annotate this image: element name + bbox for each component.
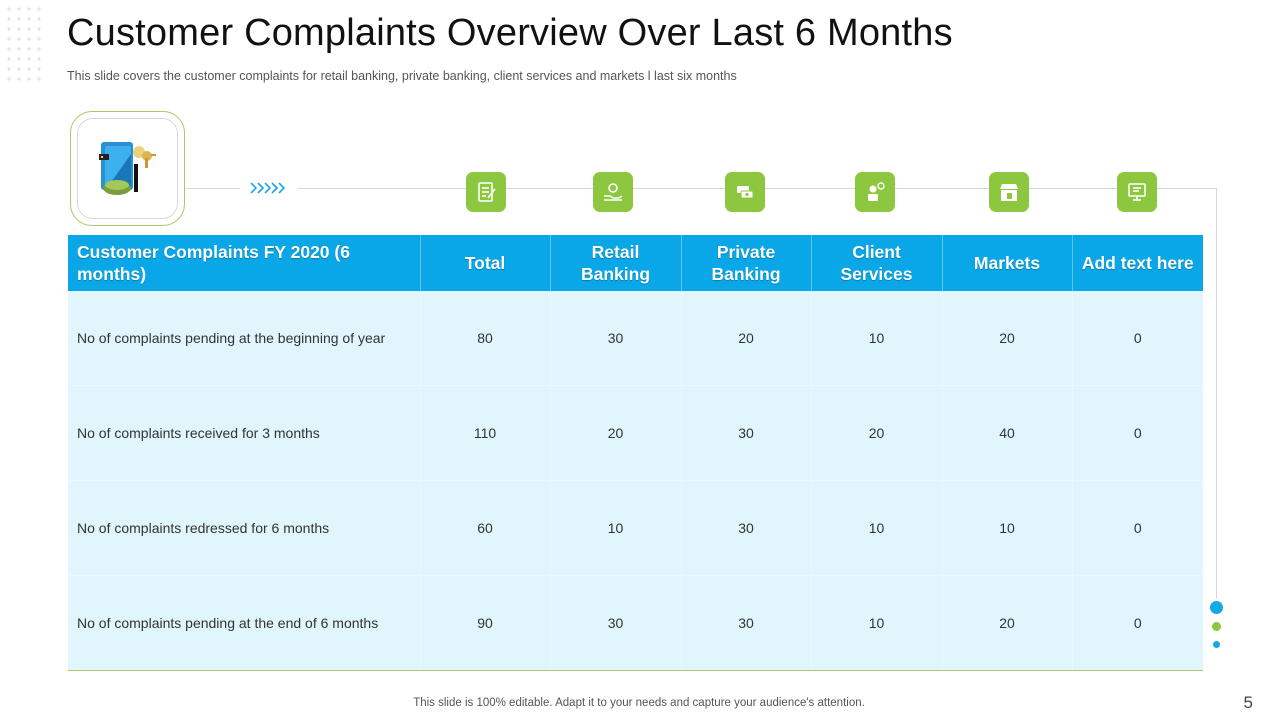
cell-retail-banking: 30 (550, 575, 682, 671)
table-header-row: Customer Complaints FY 2020 (6 months) T… (68, 235, 1203, 291)
hero-icon-inner (77, 118, 178, 219)
header-retail-banking: Retail Banking (550, 235, 682, 291)
row-label: No of complaints pending at the end of 6… (68, 575, 421, 671)
cell-total: 110 (420, 385, 551, 481)
finance-document-icon (98, 141, 156, 195)
table-row: No of complaints received for 3 months 1… (68, 385, 1203, 481)
cell-add-text: 0 (1072, 385, 1203, 481)
row-label: No of complaints received for 3 months (68, 385, 421, 481)
cell-markets: 20 (942, 291, 1073, 386)
header-category: Customer Complaints FY 2020 (6 months) (68, 235, 421, 291)
connector-line (186, 188, 1216, 189)
row-label: No of complaints pending at the beginnin… (68, 291, 421, 386)
cell-markets: 40 (942, 385, 1073, 481)
presentation-icon (1117, 172, 1157, 212)
cell-private-banking: 30 (681, 480, 812, 576)
market-store-icon (989, 172, 1029, 212)
cell-add-text: 0 (1072, 480, 1203, 576)
chevron-arrows-icon (240, 176, 298, 200)
decorative-dot-medium (1212, 622, 1221, 631)
connector-line-vertical (1216, 188, 1217, 598)
slide-subtitle: This slide covers the customer complaint… (67, 69, 737, 83)
header-client-services: Client Services (811, 235, 943, 291)
banknote-icon (725, 172, 765, 212)
cell-retail-banking: 20 (550, 385, 682, 481)
checklist-icon (466, 172, 506, 212)
decorative-dot-grid (4, 4, 44, 84)
header-markets: Markets (942, 235, 1073, 291)
table-row: No of complaints redressed for 6 months … (68, 480, 1203, 576)
cell-total: 60 (420, 480, 551, 576)
table-row: No of complaints pending at the end of 6… (68, 575, 1203, 671)
cell-add-text: 0 (1072, 575, 1203, 671)
customer-service-icon (855, 172, 895, 212)
cell-client-services: 10 (811, 480, 943, 576)
cell-private-banking: 30 (681, 385, 812, 481)
slide-title: Customer Complaints Overview Over Last 6… (67, 12, 953, 54)
hand-coin-icon (593, 172, 633, 212)
cell-private-banking: 20 (681, 291, 812, 386)
header-add-text: Add text here (1072, 235, 1203, 291)
cell-total: 80 (420, 291, 551, 386)
hero-icon-frame (70, 111, 185, 226)
slide-footer: This slide is 100% editable. Adapt it to… (413, 697, 865, 709)
cell-client-services: 20 (811, 385, 943, 481)
complaints-table: Customer Complaints FY 2020 (6 months) T… (68, 235, 1203, 671)
cell-markets: 10 (942, 480, 1073, 576)
cell-retail-banking: 30 (550, 291, 682, 386)
cell-private-banking: 30 (681, 575, 812, 671)
cell-add-text: 0 (1072, 291, 1203, 386)
header-total: Total (420, 235, 551, 291)
row-label: No of complaints redressed for 6 months (68, 480, 421, 576)
cell-retail-banking: 10 (550, 480, 682, 576)
page-number: 5 (1243, 693, 1253, 712)
header-private-banking: Private Banking (681, 235, 812, 291)
decorative-dot-small (1213, 641, 1220, 648)
cell-markets: 20 (942, 575, 1073, 671)
cell-total: 90 (420, 575, 551, 671)
table-row: No of complaints pending at the beginnin… (68, 291, 1203, 386)
decorative-dot-large (1210, 601, 1223, 614)
cell-client-services: 10 (811, 575, 943, 671)
cell-client-services: 10 (811, 291, 943, 386)
